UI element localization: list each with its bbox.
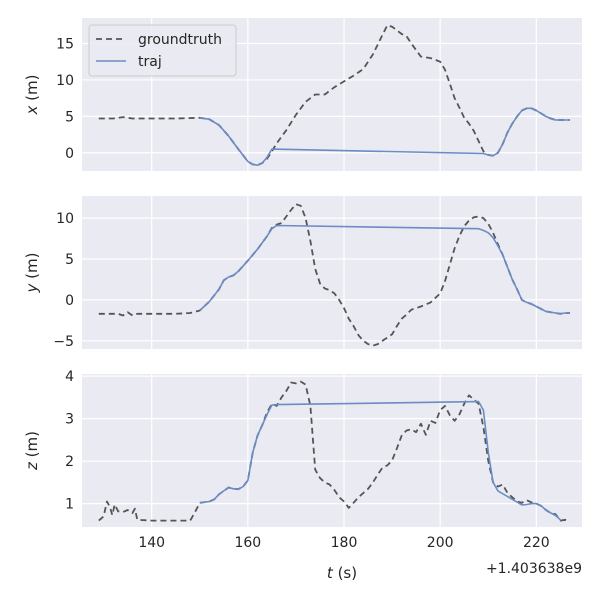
y-tick-label: 4 — [65, 369, 74, 385]
x-tick-label: 160 — [234, 535, 261, 551]
y-tick-label: −5 — [53, 334, 74, 350]
y-axis-label: x (m) — [23, 75, 41, 116]
y-tick-label: 0 — [65, 146, 74, 162]
legend-box — [88, 24, 237, 77]
plot-background — [82, 196, 582, 349]
series-traj — [199, 107, 570, 166]
x-offset-label: +1.403638e9 — [486, 561, 582, 577]
subplot-3: 1 2 3 4 z (m) — [23, 369, 582, 527]
legend-label-groundtruth: groundtruth — [138, 32, 222, 48]
y-tick-label: 15 — [56, 37, 74, 53]
x-tick-label: 200 — [427, 535, 454, 551]
legend-label-traj: traj — [138, 54, 162, 70]
x-tick-label: 140 — [138, 535, 165, 551]
y-tick-label: 5 — [65, 109, 74, 125]
legend: groundtruth traj — [88, 24, 237, 77]
y-axis-label: z (m) — [23, 431, 41, 471]
subplot-1: 0 5 10 15 x (m) — [23, 18, 582, 171]
subplot-2: −5 0 5 10 y (m) — [23, 196, 582, 350]
series-groundtruth — [98, 380, 571, 522]
x-axis-label: t (s) — [327, 564, 357, 582]
plot-background — [82, 374, 582, 527]
y-tick-label: 3 — [65, 412, 74, 428]
y-axis-label: y (m) — [23, 253, 41, 294]
series-traj — [199, 224, 570, 315]
y-tick-label: 0 — [65, 293, 74, 309]
y-tick-label: 1 — [65, 497, 74, 513]
y-tick-label: 10 — [56, 73, 74, 89]
y-tick-label: 10 — [56, 211, 74, 227]
y-tick-label: 5 — [65, 252, 74, 268]
x-tick-label: 180 — [331, 535, 358, 551]
x-tick-label: 220 — [523, 535, 550, 551]
y-tick-label: 2 — [65, 454, 74, 470]
series-traj — [199, 400, 561, 521]
